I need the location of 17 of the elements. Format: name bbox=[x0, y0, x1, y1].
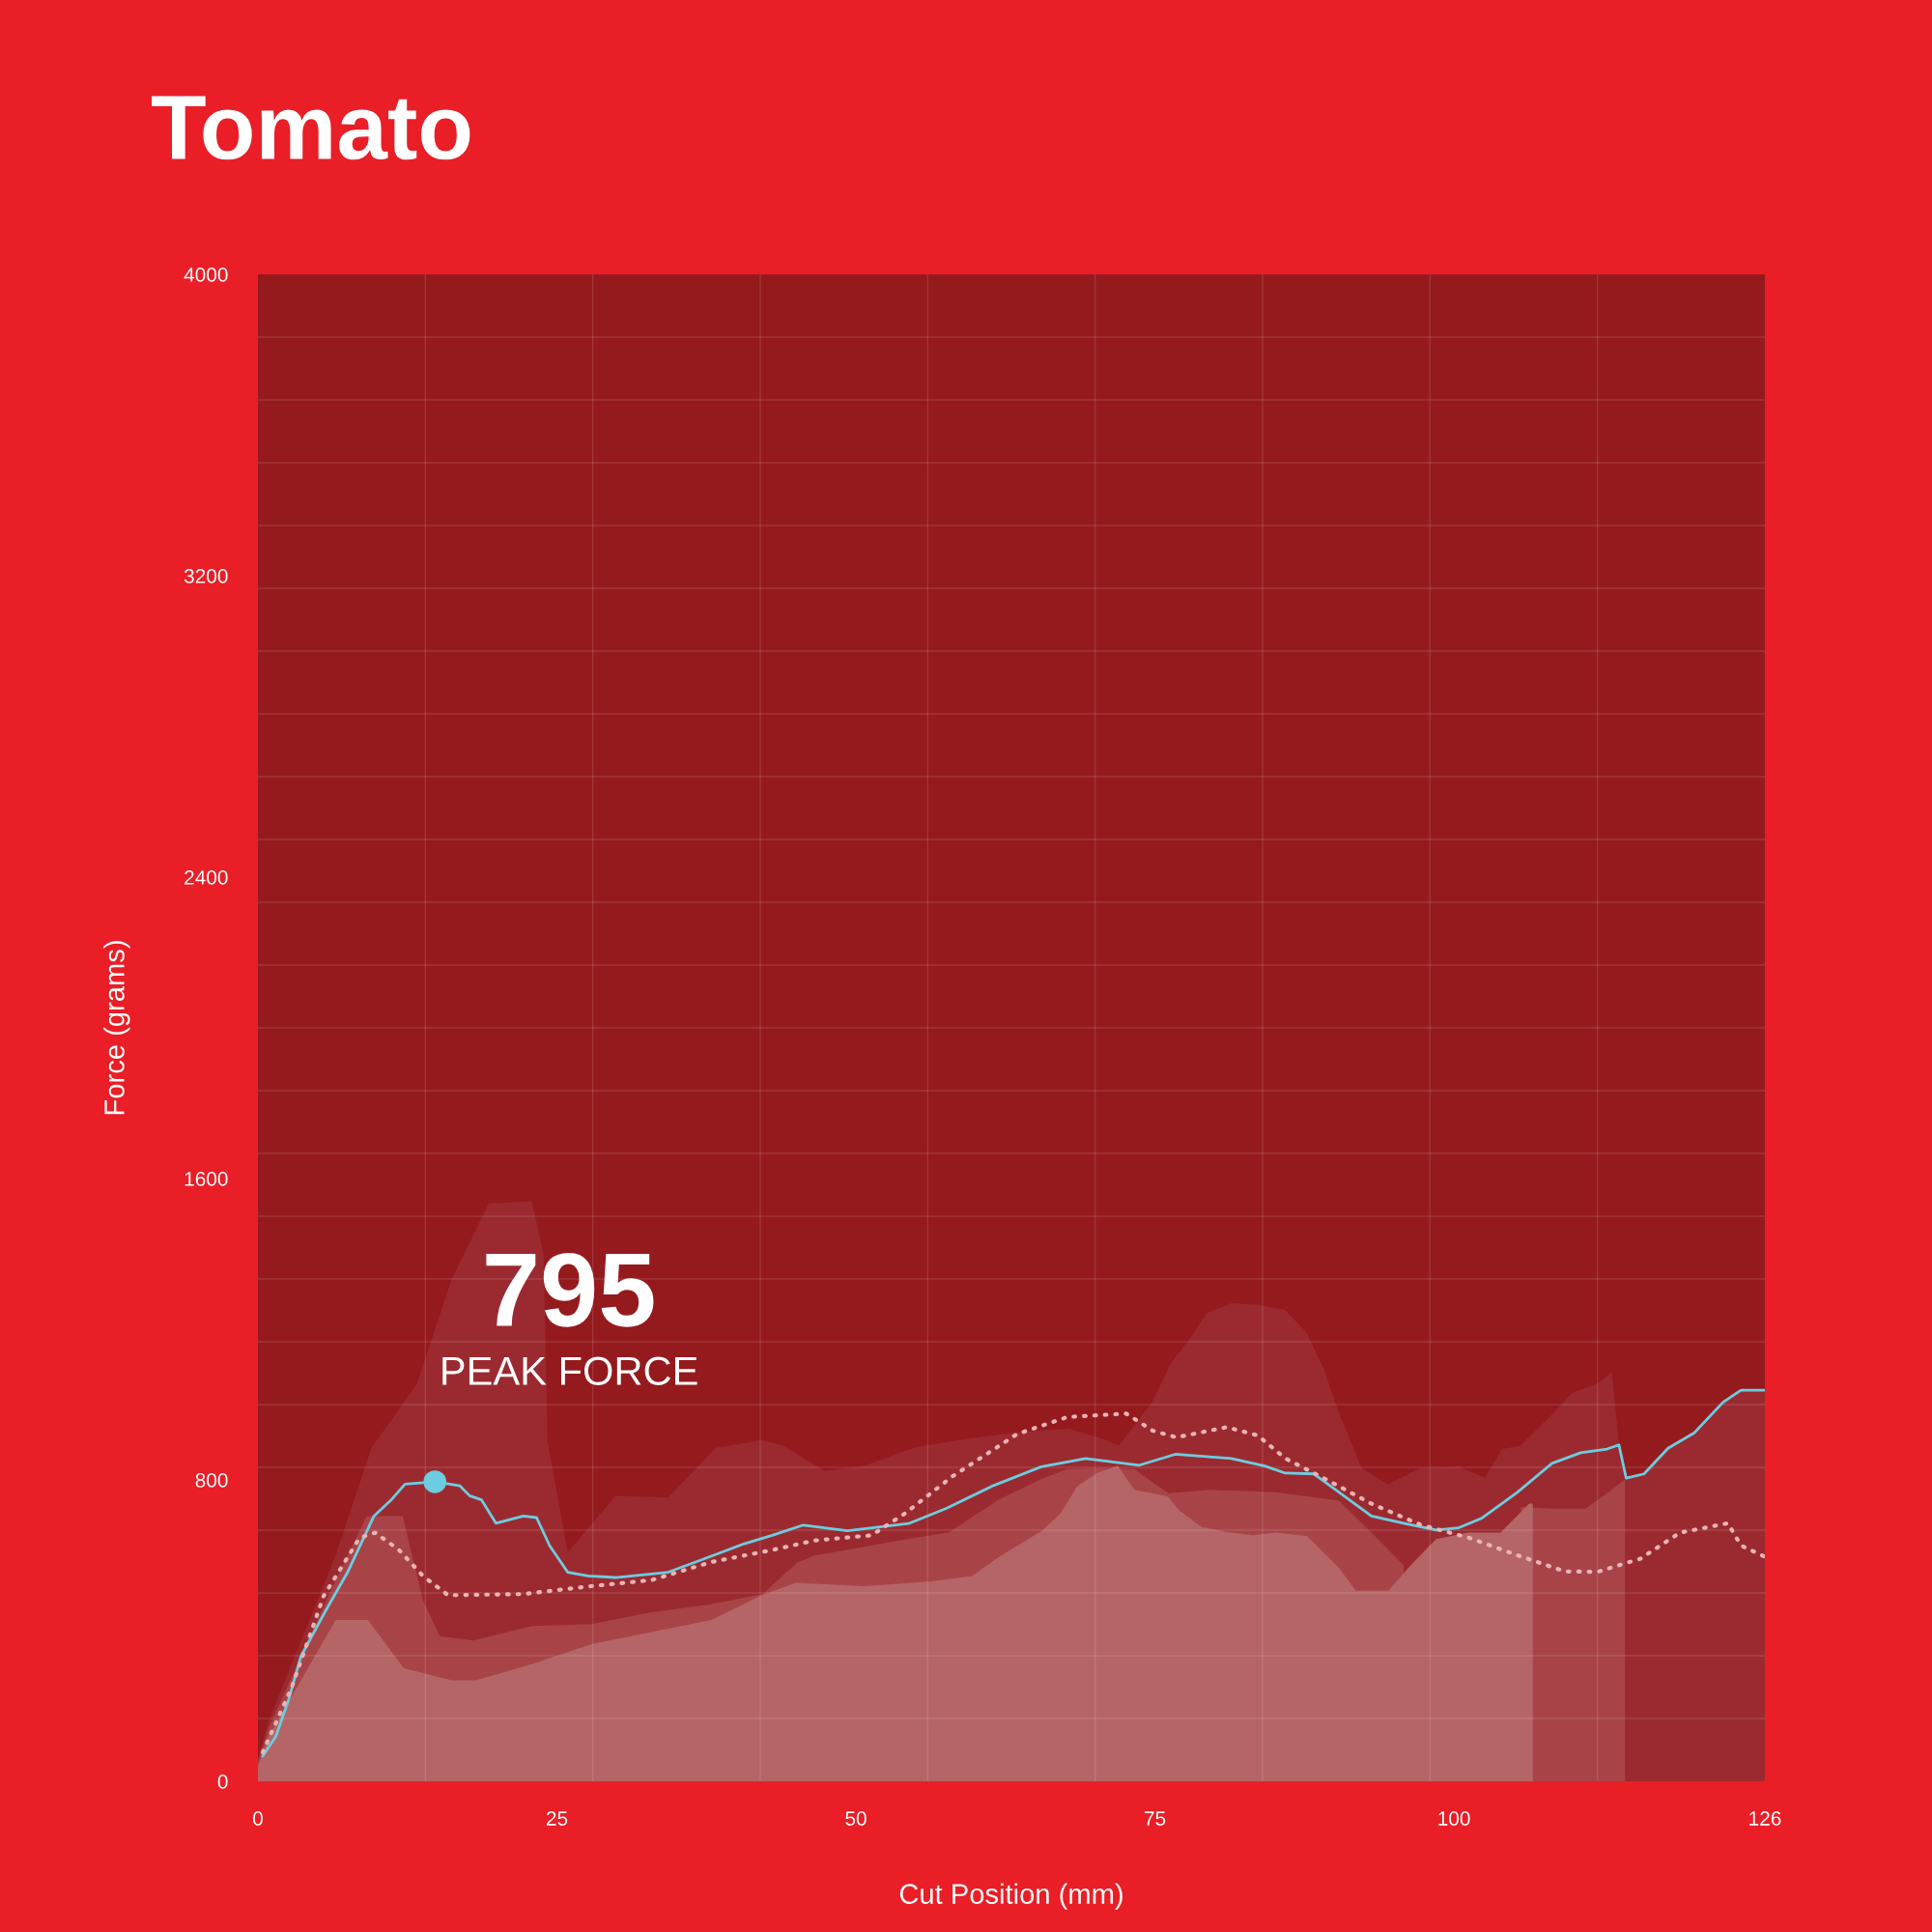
y-tick-label: 800 bbox=[195, 1473, 228, 1488]
y-tick-label: 2400 bbox=[185, 870, 228, 885]
y-tick-label: 3200 bbox=[184, 569, 228, 583]
annotation: PEAK FORCE bbox=[442, 1356, 697, 1385]
x-tick-label: 0 bbox=[253, 1811, 263, 1826]
y-tick-label: 0 bbox=[217, 1775, 228, 1789]
annotation: 795 bbox=[486, 1252, 654, 1327]
y-axis-title: Force (grams) bbox=[103, 941, 130, 1115]
x-axis-title: Cut Position (mm) bbox=[899, 1883, 1122, 1910]
x-tick-label: 126 bbox=[1749, 1811, 1781, 1826]
x-tick-label: 100 bbox=[1438, 1811, 1470, 1826]
chart-title: Tomato bbox=[152, 96, 470, 160]
x-tick-label: 75 bbox=[1145, 1811, 1166, 1826]
y-tick-label: 1600 bbox=[185, 1172, 228, 1186]
y-tick-label: 4000 bbox=[184, 268, 228, 282]
x-tick-label: 25 bbox=[546, 1811, 568, 1826]
x-tick-label: 50 bbox=[845, 1811, 867, 1826]
